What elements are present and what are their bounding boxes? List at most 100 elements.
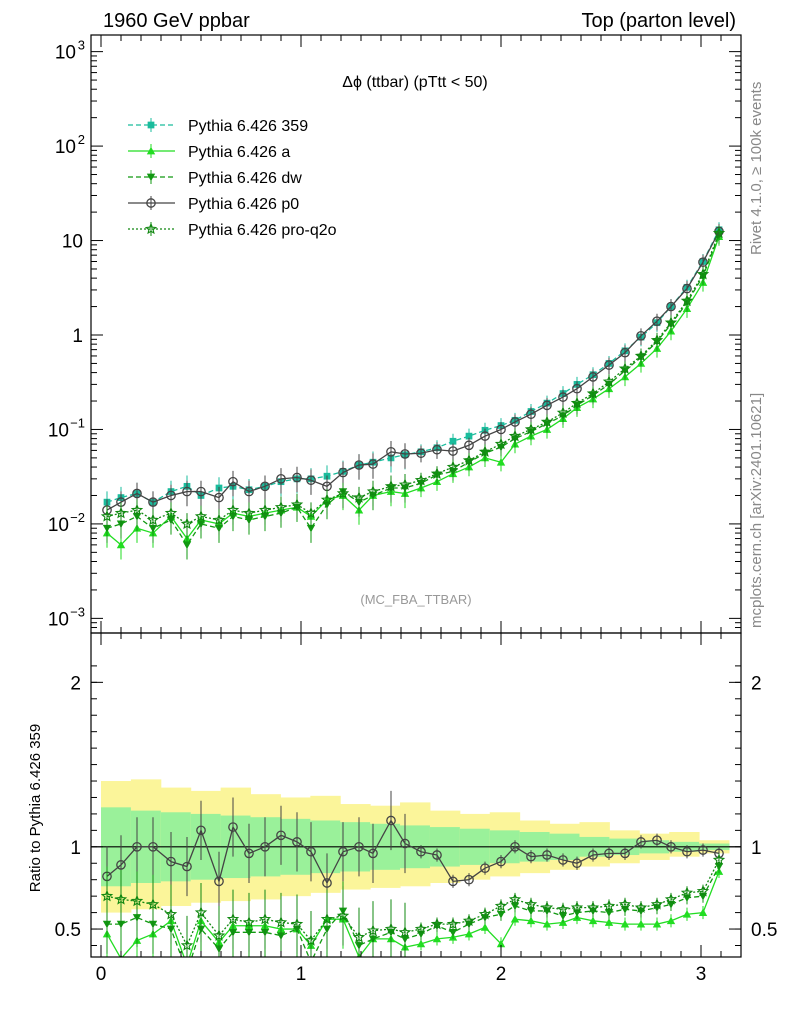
y-tick-exponent: 2	[78, 132, 85, 147]
ratio-point	[712, 853, 726, 866]
data-point	[588, 372, 598, 382]
series-line	[106, 236, 720, 546]
data-point	[366, 485, 380, 497]
ratio-point	[588, 916, 598, 925]
data-point	[180, 517, 194, 530]
header-left: 1960 GeV ppbar	[103, 10, 250, 32]
ratio-y-tick-label-right: 0.5	[751, 920, 777, 941]
data-point	[244, 486, 254, 497]
data-point	[448, 446, 458, 456]
x-tick-label: 1	[296, 964, 307, 985]
data-point	[449, 437, 457, 445]
legend-item: Pythia 6.426 dw	[128, 170, 302, 187]
ratio-point	[183, 961, 191, 969]
legend-item: Pythia 6.426 359	[128, 118, 308, 135]
ratio-point	[166, 856, 176, 867]
ratio-point	[322, 878, 332, 888]
data-point	[510, 417, 520, 427]
data-point	[306, 524, 316, 533]
ratio-point	[524, 897, 538, 910]
ratio-series-group	[100, 790, 726, 969]
ratio-point	[304, 934, 318, 946]
ratio-point	[494, 899, 508, 912]
ratio-point	[682, 910, 692, 918]
y-tick-label: 10	[48, 420, 69, 441]
legend-label: Pythia 6.426 a	[188, 144, 290, 161]
data-point	[570, 396, 584, 409]
ratio-point	[228, 822, 238, 832]
ratio-point	[650, 897, 664, 910]
ratio-point	[400, 838, 410, 849]
ratio-panel: 0 1 2 3 0.5 0.5 1 1 2 2	[55, 632, 777, 985]
data-point	[400, 449, 410, 459]
y-tick-exponent: 3	[78, 38, 85, 53]
data-point	[680, 294, 694, 307]
legend-item: Pythia 6.426 pro-q2o	[128, 222, 337, 239]
ratio-point	[602, 899, 616, 912]
ratio-point	[148, 841, 158, 852]
ratio-point	[226, 912, 240, 925]
data-point	[386, 446, 396, 457]
series-pythia-6-426-p0	[102, 223, 724, 525]
ratio-point	[556, 902, 570, 915]
ratio-point	[510, 914, 520, 923]
y-tick-label: 1	[72, 326, 83, 347]
ratio-point	[336, 909, 350, 922]
data-point	[194, 509, 208, 522]
data-point	[292, 472, 302, 483]
ratio-point	[416, 939, 426, 948]
data-point	[214, 492, 224, 503]
ratio-point	[510, 841, 520, 852]
data-point	[338, 467, 348, 478]
data-point	[430, 467, 444, 479]
x-tick-label: 3	[696, 964, 707, 985]
data-point	[260, 481, 270, 492]
data-point	[666, 301, 676, 312]
data-point	[276, 473, 286, 484]
ratio-point	[462, 914, 476, 927]
ratio-point	[586, 901, 600, 913]
main-title: Δϕ (ttbar) (pTtt < 50)	[342, 74, 487, 91]
data-point	[620, 347, 630, 358]
ratio-point	[212, 929, 226, 941]
data-point	[540, 415, 554, 428]
ratio-point	[164, 907, 178, 920]
data-point	[542, 400, 552, 411]
ratio-point	[558, 855, 568, 865]
ratio-point	[430, 917, 444, 930]
data-point	[696, 267, 710, 280]
data-point	[602, 375, 616, 387]
data-point	[196, 486, 206, 497]
ratio-point	[386, 815, 396, 826]
ratio-point	[354, 841, 364, 852]
ratio-point	[182, 861, 192, 872]
series-line	[106, 229, 720, 503]
ratio-point	[260, 841, 270, 852]
ratio-point	[414, 922, 428, 935]
legend-item: Pythia 6.426 p0	[128, 196, 299, 213]
ratio-point	[258, 912, 272, 925]
data-point	[320, 493, 334, 505]
ratio-point	[196, 825, 206, 836]
data-point	[414, 473, 428, 486]
y-tick-label: 10	[62, 232, 83, 253]
series-pythia-6-426-359	[103, 222, 723, 517]
ratio-point	[540, 901, 554, 913]
data-point	[652, 316, 662, 327]
data-point	[604, 360, 614, 370]
ratio-point	[100, 889, 114, 902]
ratio-point	[666, 916, 676, 925]
ratio-point	[526, 916, 536, 925]
data-point	[354, 460, 364, 470]
data-point	[132, 488, 142, 499]
y-tick-exponent: −3	[70, 604, 85, 619]
ratio-y-tick-label-right: 2	[751, 673, 762, 694]
data-point	[242, 506, 256, 519]
ratio-point	[652, 919, 662, 928]
ratio-point	[620, 848, 630, 859]
ratio-point	[714, 863, 724, 871]
ratio-point	[496, 910, 506, 919]
ratio-point	[682, 846, 692, 857]
y-tick-exponent: −1	[70, 415, 85, 430]
ratio-point	[242, 916, 256, 928]
